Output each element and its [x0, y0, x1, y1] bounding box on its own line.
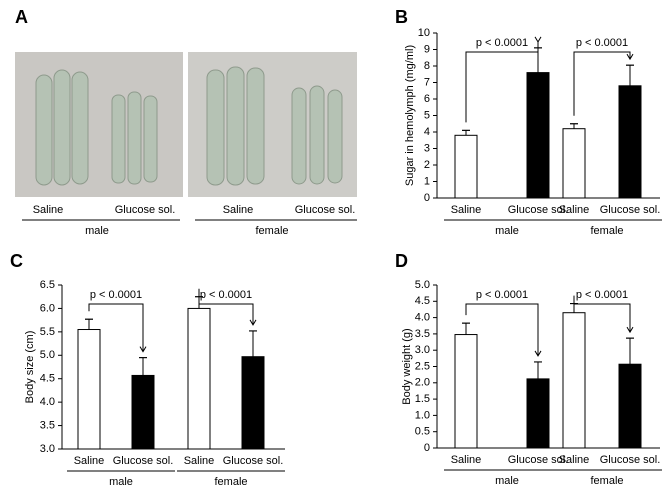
x-tick-label: Saline — [74, 455, 105, 467]
y-tick-label: 2 — [424, 159, 430, 171]
arrow-head — [534, 36, 542, 43]
y-tick-label: 10 — [418, 27, 430, 39]
category-label: Saline — [223, 204, 254, 216]
group-label: female — [590, 475, 623, 485]
y-tick-label: 5.5 — [40, 326, 55, 338]
bar — [131, 374, 155, 450]
y-axis-label: Body size (cm) — [24, 331, 36, 404]
bar — [526, 72, 550, 199]
bracket — [198, 288, 254, 325]
arrow-head — [249, 319, 257, 326]
group-label: female — [590, 225, 623, 237]
bar — [562, 128, 586, 199]
bar — [454, 134, 478, 199]
x-tick-label: Glucose sol. — [600, 454, 661, 466]
y-tick-label: 0.5 — [415, 426, 430, 438]
bracket — [88, 303, 144, 352]
arrow-head — [626, 326, 634, 334]
y-tick-label: 2.0 — [415, 377, 430, 389]
y-tick-label: 9 — [424, 43, 430, 55]
x-tick-label: Saline — [451, 204, 482, 216]
group-label: male — [85, 225, 109, 237]
y-tick-label: 1.0 — [415, 409, 430, 421]
y-axis-label: Sugar in hemolymph (mg/ml) — [404, 45, 416, 186]
y-tick-label: 5.0 — [40, 349, 55, 361]
annotation: p < 0.0001 — [90, 289, 142, 301]
y-tick-label: 3.5 — [40, 419, 55, 431]
group-label: male — [109, 476, 133, 485]
y-tick-label: 1 — [424, 175, 430, 187]
group-label: male — [495, 225, 519, 237]
bracket — [573, 51, 631, 116]
bar — [526, 378, 550, 449]
panel-label: A — [15, 7, 28, 27]
y-tick-label: 4 — [424, 126, 430, 138]
y-tick-label: 1.5 — [415, 393, 430, 405]
bar — [562, 312, 586, 449]
y-tick-label: 3.5 — [415, 328, 430, 340]
x-tick-label: Glucose sol. — [600, 204, 661, 216]
x-tick-label: Glucose sol. — [113, 455, 174, 467]
bar — [187, 307, 211, 450]
annotation: p < 0.0001 — [576, 289, 628, 301]
y-tick-label: 4.0 — [40, 396, 55, 408]
panel-label: D — [395, 251, 408, 271]
x-tick-label: Saline — [559, 204, 590, 216]
y-tick-label: 6.5 — [40, 279, 55, 291]
annotation: p < 0.0001 — [200, 289, 252, 301]
y-tick-label: 5 — [424, 109, 430, 121]
bracket — [573, 295, 631, 333]
y-tick-label: 3.0 — [40, 443, 55, 455]
y-tick-label: 4.5 — [40, 373, 55, 385]
x-tick-label: Saline — [184, 455, 215, 467]
y-tick-label: 5.0 — [415, 279, 430, 291]
group-label: female — [214, 476, 247, 485]
arrow-head — [626, 53, 634, 61]
arrow-head — [139, 346, 147, 353]
y-axis-label: Body weight (g) — [401, 328, 413, 404]
y-tick-label: 0 — [424, 442, 430, 454]
y-tick-label: 4.5 — [415, 295, 430, 307]
y-tick-label: 7 — [424, 76, 430, 88]
y-tick-label: 3 — [424, 142, 430, 154]
y-tick-label: 8 — [424, 60, 430, 72]
bar — [241, 356, 265, 450]
annotation: p < 0.0001 — [476, 37, 528, 49]
x-tick-label: Glucose sol. — [508, 204, 569, 216]
photo-panel: A Saline Glucose sol. Saline Glucose sol… — [15, 7, 357, 237]
y-tick-label: 6.0 — [40, 302, 55, 314]
y-tick-label: 2.5 — [415, 360, 430, 372]
annotation: p < 0.0001 — [476, 289, 528, 301]
annotation: p < 0.0001 — [576, 37, 628, 49]
y-tick-label: 0 — [424, 192, 430, 204]
category-label: Saline — [33, 204, 64, 216]
bracket — [465, 303, 539, 356]
y-tick-label: 3.0 — [415, 344, 430, 356]
bar — [618, 85, 642, 199]
bracket — [465, 41, 539, 123]
x-tick-label: Glucose sol. — [508, 454, 569, 466]
x-tick-label: Saline — [559, 454, 590, 466]
x-tick-label: Glucose sol. — [223, 455, 284, 467]
y-tick-label: 4.0 — [415, 312, 430, 324]
category-label: Glucose sol. — [115, 204, 176, 216]
panel-label: B — [395, 7, 408, 27]
bar — [77, 329, 101, 450]
category-label: Glucose sol. — [295, 204, 356, 216]
larvae — [35, 66, 343, 186]
group-label: female — [255, 225, 288, 237]
bar — [618, 363, 642, 449]
bar — [454, 334, 478, 449]
x-tick-label: Saline — [451, 454, 482, 466]
group-label: male — [495, 475, 519, 485]
y-tick-label: 6 — [424, 93, 430, 105]
arrow-head — [534, 350, 542, 357]
panel-label: C — [10, 251, 23, 271]
